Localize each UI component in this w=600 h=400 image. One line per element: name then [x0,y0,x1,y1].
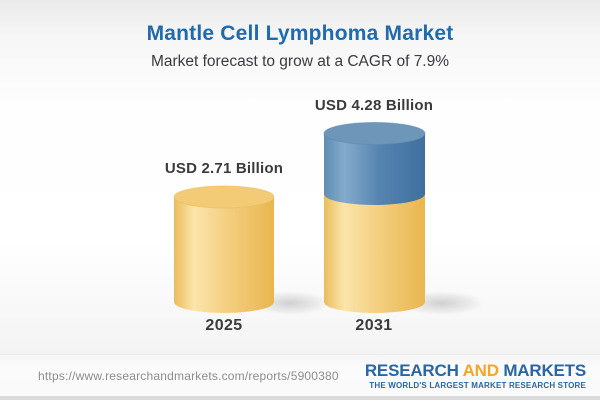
logo-word-and: AND [462,360,499,380]
report-url: https://www.researchandmarkets.com/repor… [38,368,339,383]
category-label-2025: 2025 [205,317,243,334]
bottom-border [0,396,600,400]
footer: https://www.researchandmarkets.com/repor… [0,354,600,396]
value-label-2025: USD 2.71 Billion [164,160,284,177]
research-and-markets-logo: RESEARCH AND MARKETS THE WORLD'S LARGEST… [365,362,586,390]
value-label-2031: USD 4.28 Billion [314,97,434,114]
chart-subtitle: Market forecast to grow at a CAGR of 7.9… [150,53,450,70]
category-label-2031: 2031 [355,317,393,334]
logo-word-markets: MARKETS [503,360,586,380]
bar-2031-growth-segment [324,133,425,205]
logo-wordmark: RESEARCH AND MARKETS [365,362,586,379]
bar-2025-cylinder [173,185,275,313]
logo-word-research: RESEARCH [364,360,459,380]
bar-2031-cylinder [323,122,426,313]
chart-title: Mantle Cell Lymphoma Market [146,22,454,45]
logo-tagline: THE WORLD'S LARGEST MARKET RESEARCH STOR… [369,380,586,390]
